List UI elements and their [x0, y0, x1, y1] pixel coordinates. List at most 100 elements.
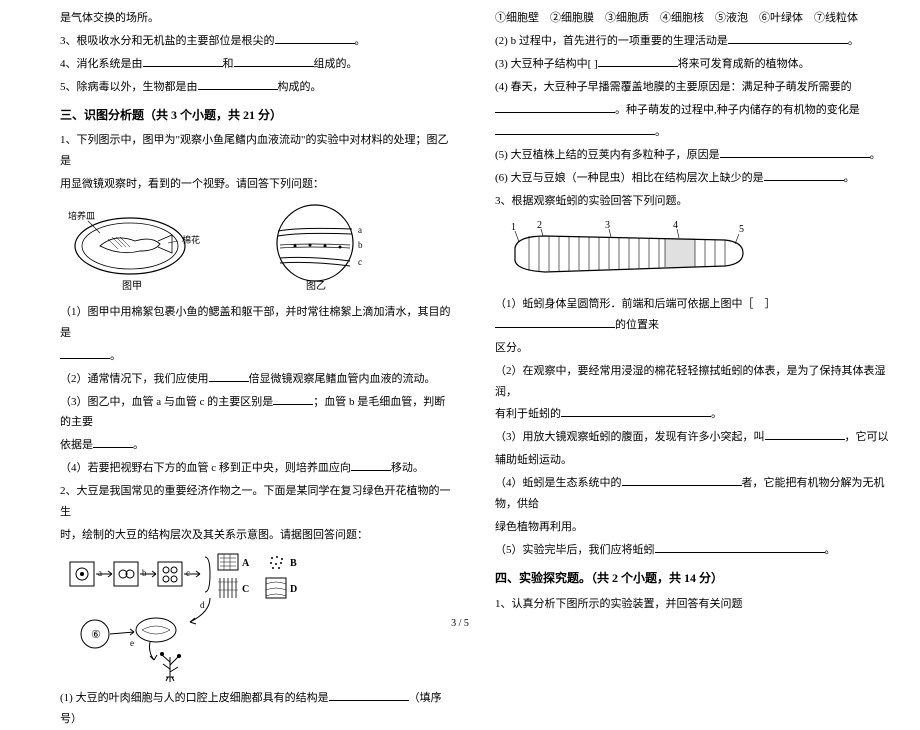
blank: [198, 78, 278, 90]
q1-4: （4）若要把视野右下方的血管 c 移到正中央，则培养皿应向移动。: [60, 458, 455, 479]
svg-text:A: A: [242, 558, 250, 569]
svg-text:5: 5: [739, 224, 744, 235]
blank: [655, 541, 825, 553]
figure-fish-vessel: 培养皿 棉花 图甲 a b: [60, 201, 455, 296]
caption-yi: 图乙: [306, 280, 326, 292]
blank: [622, 474, 742, 486]
blank: [93, 436, 133, 448]
text: 。: [711, 408, 722, 420]
q-root-absorb: 3、根吸收水分和无机盐的主要部位是根尖的 。: [60, 31, 455, 52]
blank: [495, 123, 655, 135]
text: 构成的。: [278, 81, 322, 93]
svg-text:a: a: [358, 225, 362, 235]
text: （1）图甲中用棉絮包裹小鱼的鳃盖和躯干部，并时常往棉絮上滴加清水，其目的是: [60, 306, 451, 339]
text: 。: [848, 35, 859, 47]
text: 。: [355, 35, 366, 47]
svg-text:a: a: [98, 568, 102, 578]
text: 和: [223, 58, 234, 70]
text: 5、除病毒以外，生物都是由: [60, 81, 198, 93]
svg-text:C: C: [242, 584, 249, 595]
blank: [351, 459, 391, 471]
blank: [728, 32, 848, 44]
svg-text:B: B: [290, 558, 297, 569]
text: （1）蚯蚓身体呈圆筒形．前端和后端可依据上图中［ ］: [495, 298, 776, 310]
label-dish: 培养皿: [68, 210, 95, 221]
svg-text:b: b: [358, 240, 363, 250]
blank: [143, 55, 223, 67]
q1-3a: （3）图乙中，血管 a 与血管 c 的主要区别是；血管 b 是毛细血管，判断的主…: [60, 392, 455, 434]
text: ，它可以: [845, 431, 889, 443]
blank: [720, 146, 870, 158]
text: 。: [133, 439, 144, 451]
q2-line2: 时，绘制的大豆的结构层次及其关系示意图。请据图回答问题：: [60, 525, 455, 546]
text: （3）图乙中，血管 a 与血管 c 的主要区别是: [60, 396, 273, 408]
q3-2b: 有利于蚯蚓的 。: [495, 404, 890, 425]
blank: [561, 405, 711, 417]
r3: (3) 大豆种子结构中[ ] 将来可发育成新的植物体。: [495, 54, 890, 75]
q1-1-blank: 。: [60, 346, 455, 367]
blank: [209, 370, 249, 382]
blank: [598, 55, 678, 67]
q2-line1: 2、大豆是我国常见的重要经济作物之一。下面是某同学在复习绿色开花植物的一生: [60, 481, 455, 523]
q3-1b: 区分。: [495, 338, 890, 359]
svg-text:d: d: [200, 600, 205, 610]
text: 的位置来: [615, 319, 659, 331]
q3-5: （5）实验完毕后，我们应将蚯蚓 。: [495, 540, 890, 561]
blank: [495, 101, 615, 113]
text: （4）蚯蚓是生态系统中的: [495, 477, 622, 489]
r4c: 。: [495, 122, 890, 143]
svg-text:c: c: [186, 568, 190, 578]
q4-1: 1、认真分析下图所示的实验装置，并回答有关问题: [495, 594, 890, 615]
r5: (5) 大豆植株上结的豆荚内有多粒种子，原因是 。: [495, 145, 890, 166]
r2: (2) b 过程中，首先进行的一项重要的生理活动是 。: [495, 31, 890, 52]
blank: [329, 689, 409, 701]
text: （3）用放大镜观察蚯蚓的腹面，发现有许多小突起，叫: [495, 431, 765, 443]
r4b: 。种子萌发的过程中,种子内储存的有机物的变化是: [495, 100, 890, 121]
text: 。: [825, 544, 836, 556]
text: (2) b 过程中，首先进行的一项重要的生理活动是: [495, 35, 728, 47]
q-virus: 5、除病毒以外，生物都是由 构成的。: [60, 77, 455, 98]
text: （5）实验完毕后，我们应将蚯蚓: [495, 544, 655, 556]
text: 。: [870, 149, 881, 161]
page-number: 3 / 5: [0, 614, 920, 633]
options-list: ①细胞壁 ②细胞膜 ③细胞质 ④细胞核 ⑤液泡 ⑥叶绿体 ⑦线粒体: [495, 8, 890, 29]
text: 。: [844, 172, 855, 184]
text: 组成的。: [314, 58, 358, 70]
q1-line2: 用显微镜观察时，看到的一个视野。请回答下列问题：: [60, 174, 455, 195]
q3-3b: 辅助蚯蚓运动。: [495, 450, 890, 471]
r4a: (4) 春天，大豆种子早播需覆盖地膜的主要原因是：满足种子萌发所需要的: [495, 77, 890, 98]
caption-jia: 图甲: [122, 280, 142, 292]
blank: [764, 169, 844, 181]
text: 3、根吸收水分和无机盐的主要部位是根尖的: [60, 35, 275, 47]
text: (5) 大豆植株上结的豆荚内有多粒种子，原因是: [495, 149, 720, 161]
q1-1: （1）图甲中用棉絮包裹小鱼的鳃盖和躯干部，并时常往棉絮上滴加清水，其目的是: [60, 302, 455, 344]
text: 将来可发育成新的植物体。: [678, 58, 810, 70]
line-gas-exchange: 是气体交换的场所。: [60, 8, 455, 29]
text: 。种子萌发的过程中,种子内储存的有机物的变化是: [615, 104, 860, 116]
q3-3a: （3）用放大镜观察蚯蚓的腹面，发现有许多小突起，叫 ，它可以: [495, 427, 890, 448]
r6: (6) 大豆与豆娘（一种昆虫）相比在结构层次上缺少的是 。: [495, 168, 890, 189]
svg-text:c: c: [358, 257, 362, 267]
text: （2）通常情况下，我们应使用: [60, 373, 209, 385]
q3-1a: （1）蚯蚓身体呈圆筒形．前端和后端可依据上图中［ ］ 的位置来: [495, 294, 890, 336]
q1-line1: 1、下列图示中，图甲为"观察小鱼尾鳍内血液流动"的实验中对材料的处理；图乙是: [60, 130, 455, 172]
text: 。: [655, 126, 666, 138]
text: 。: [110, 350, 121, 362]
section-4-heading: 四、实验探究题。（共 2 个小题，共 14 分）: [495, 567, 890, 590]
label-cotton: 棉花: [182, 234, 200, 245]
text: 有利于蚯蚓的: [495, 408, 561, 420]
q2-1: (1) 大豆的叶肉细胞与人的口腔上皮细胞都具有的结构是（填序号）: [60, 688, 455, 730]
text: 移动。: [391, 462, 424, 474]
svg-text:D: D: [290, 584, 297, 595]
blank: [765, 428, 845, 440]
text: 依据是: [60, 439, 93, 451]
text: (6) 大豆与豆娘（一种昆虫）相比在结构层次上缺少的是: [495, 172, 764, 184]
text: 4、消化系统是由: [60, 58, 143, 70]
q3-intro: 3、根据观察蚯蚓的实验回答下列问题。: [495, 191, 890, 212]
q3-4a: （4）蚯蚓是生态系统中的者，它能把有机物分解为无机物，供给: [495, 473, 890, 515]
text: (3) 大豆种子结构中[ ]: [495, 58, 598, 70]
svg-text:e: e: [130, 638, 134, 648]
text: 倍显微镜观察尾鳍血管内血液的流动。: [249, 373, 436, 385]
q3-4b: 绿色植物再利用。: [495, 517, 890, 538]
q1-3b: 依据是 。: [60, 435, 455, 456]
